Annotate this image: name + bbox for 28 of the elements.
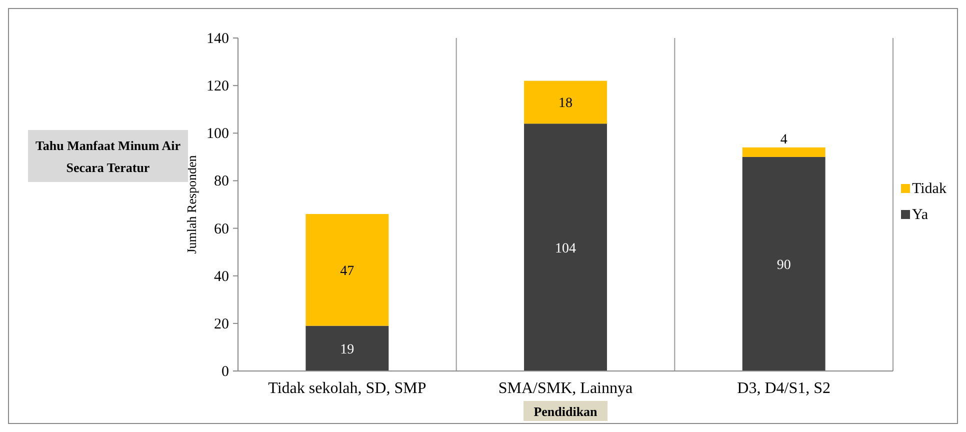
bar <box>306 214 389 326</box>
y-tick-label: 60 <box>214 221 229 238</box>
bar <box>524 124 607 371</box>
data-label: 90 <box>776 258 791 273</box>
x-tick-label: D3, D4/S1, S2 <box>737 380 831 397</box>
bar <box>524 80 607 124</box>
x-tick-label: Tidak sekolah, SD, SMP <box>268 380 426 397</box>
data-label: 47 <box>340 264 354 279</box>
legend-label: Tidak <box>912 181 947 197</box>
y-tick-label: 120 <box>206 78 229 95</box>
data-label: 18 <box>558 96 572 112</box>
y-tick-label: 140 <box>206 31 229 47</box>
data-label: 19 <box>340 342 354 358</box>
text: Tahu Manfaat Minum Air Secara Teratur <box>35 138 181 175</box>
bar <box>742 156 826 371</box>
x-axis-title: Pendidikan <box>534 404 598 419</box>
legend-label: Ya <box>912 207 928 223</box>
bar <box>306 326 389 371</box>
y-tick-label: 100 <box>206 126 229 142</box>
y-tick-label: 0 <box>222 364 229 380</box>
x-tick-label: SMA/SMK, Lainnya <box>498 380 633 397</box>
data-label: 4 <box>780 132 788 148</box>
y-tick-label: 40 <box>214 268 229 285</box>
y-axis-title: Jumlah Responden <box>184 154 199 254</box>
y-tick-label: 20 <box>214 316 229 332</box>
bar <box>742 147 826 157</box>
data-label: 104 <box>555 241 576 256</box>
y-tick-label: 80 <box>214 174 229 190</box>
